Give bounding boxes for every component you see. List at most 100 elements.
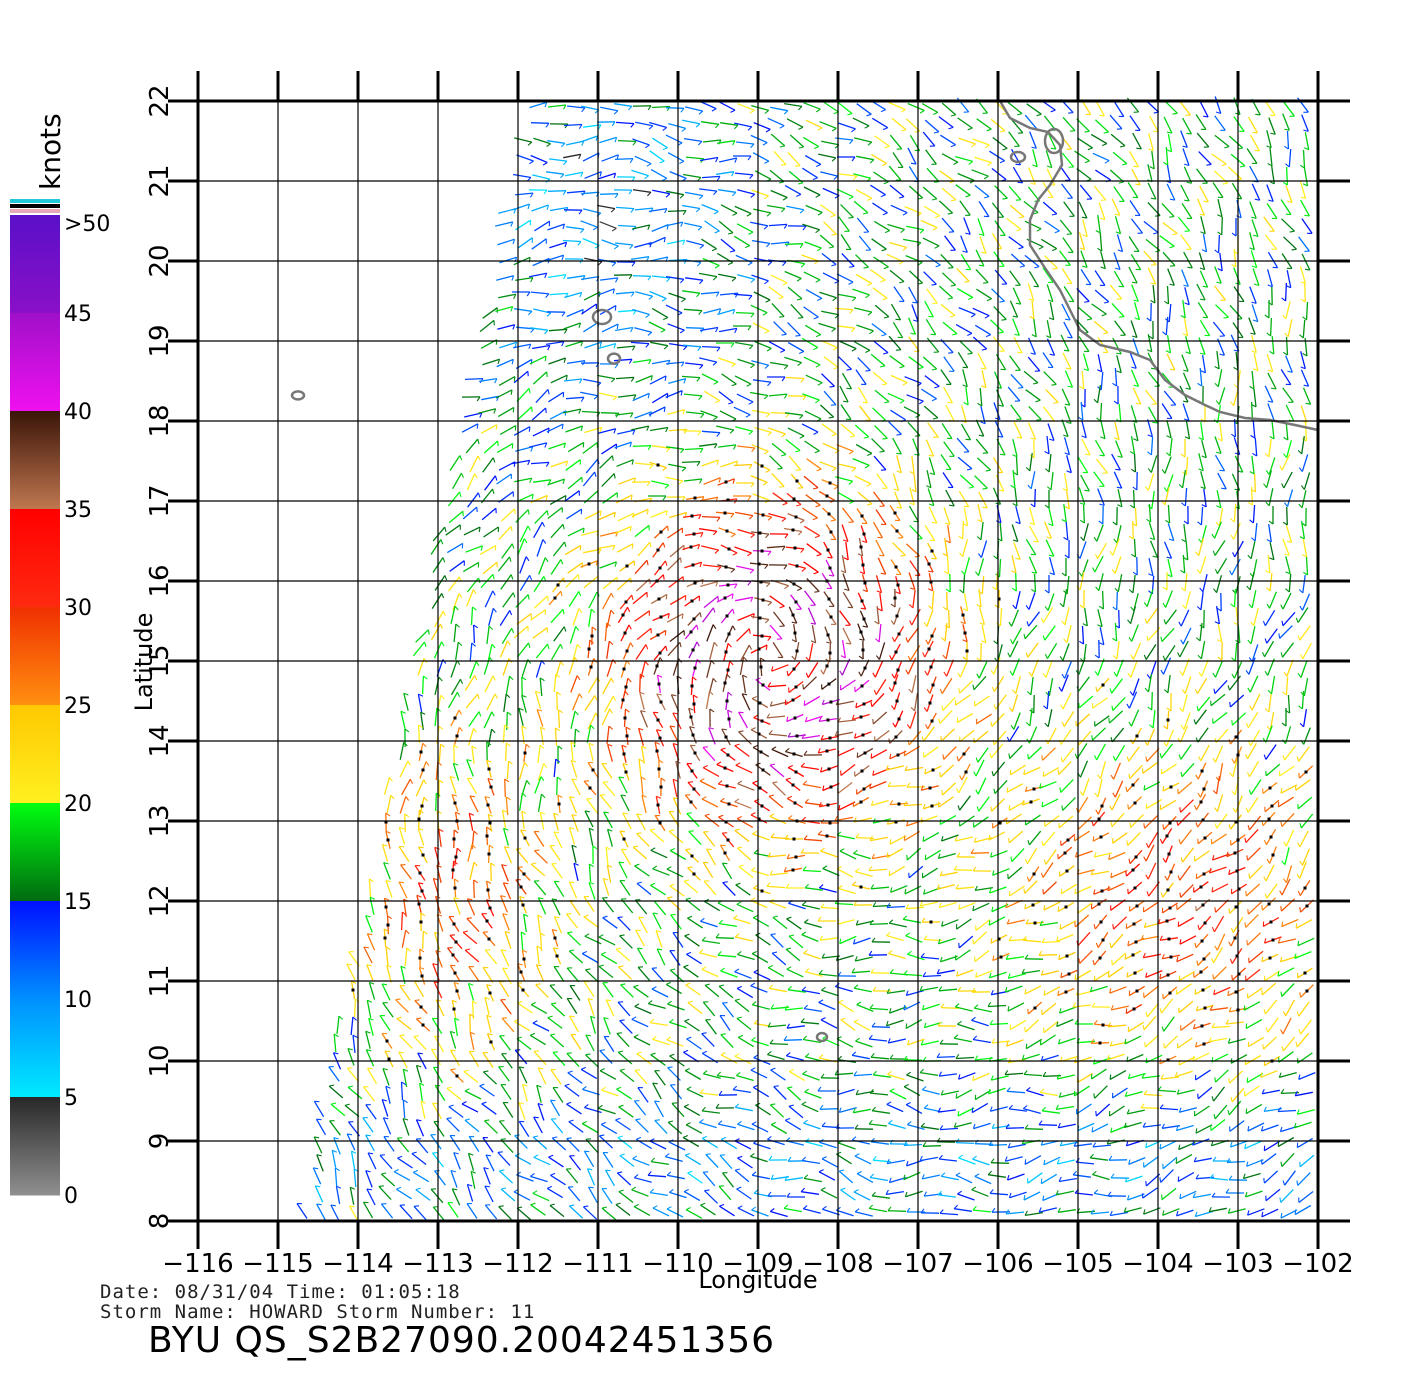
wind-vector: [733, 293, 753, 297]
wind-vector-barb: [1063, 590, 1068, 595]
wind-vector: [699, 443, 717, 447]
wind-vector: [1165, 146, 1169, 166]
wind-vector-barb: [474, 473, 478, 479]
wind-vector: [1251, 590, 1257, 608]
wind-vector-barb: [765, 128, 771, 133]
wind-vector-barb: [1214, 249, 1219, 254]
wind-vector-barb: [503, 882, 509, 885]
wind-vector: [803, 271, 821, 281]
wind-vector-barb: [444, 575, 448, 581]
wind-vector-barb: [1162, 586, 1168, 591]
wind-vector: [1131, 624, 1139, 642]
wind-vector-barb: [821, 699, 825, 705]
wind-vector: [922, 186, 938, 200]
wind-vector: [975, 249, 985, 267]
wind-vector-barb: [530, 328, 535, 333]
wind-vector-barb: [1045, 468, 1050, 473]
wind-vector-barb: [1019, 265, 1025, 268]
wind-vector: [1200, 506, 1204, 526]
wind-vector: [399, 742, 405, 760]
wind-vector-barb: [646, 509, 649, 515]
wind-vector: [990, 319, 1004, 333]
wind-vector: [939, 764, 955, 778]
wind-vector: [537, 745, 541, 763]
wind-vector: [467, 492, 479, 508]
wind-vector-barb: [1267, 400, 1273, 403]
wind-vector-barb: [628, 274, 633, 280]
wind-vector: [473, 879, 475, 899]
wind-vector-barb: [760, 657, 765, 662]
wind-vector: [1233, 522, 1241, 540]
wind-vector: [1023, 200, 1039, 214]
wind-vector: [534, 510, 548, 524]
wind-vector-barb: [1162, 786, 1165, 792]
wind-vector: [943, 507, 951, 525]
wind-vector-barb: [1153, 232, 1159, 235]
wind-vector-barb: [1079, 790, 1084, 796]
wind-vector-barb: [714, 230, 720, 234]
wind-vector: [1011, 694, 1019, 712]
rain-flag-marker: [1100, 804, 1104, 808]
wind-vector: [1111, 198, 1121, 216]
wind-vector-barb: [839, 848, 845, 852]
rain-flag-marker: [863, 751, 867, 755]
wind-vector: [588, 591, 598, 609]
wind-vector: [721, 373, 737, 385]
wind-vector-barb: [660, 777, 666, 782]
wind-vector-barb: [696, 292, 701, 298]
wind-vector-barb: [731, 383, 737, 387]
wind-vector: [1180, 130, 1188, 148]
wind-vector-barb: [1196, 705, 1199, 712]
wind-vector-barb: [1214, 568, 1218, 574]
wind-vector: [841, 524, 849, 542]
wind-vector-barb: [880, 109, 886, 113]
wind-vector-barb: [818, 801, 822, 808]
wind-vector: [887, 223, 905, 231]
wind-vector: [960, 253, 972, 271]
wind-vector: [1048, 453, 1052, 473]
wind-vector-barb: [1027, 484, 1032, 490]
rain-flag-marker: [895, 529, 899, 533]
wind-vector: [518, 708, 524, 726]
wind-vector: [734, 205, 752, 215]
wind-vector: [992, 868, 1010, 876]
rain-flag-marker: [1235, 869, 1239, 873]
wind-vector: [1249, 865, 1263, 879]
wind-vector-barb: [977, 553, 982, 558]
wind-vector: [1047, 132, 1057, 150]
wind-vector: [821, 310, 839, 316]
wind-vector-barb: [390, 794, 395, 800]
wind-vector: [618, 861, 628, 879]
wind-vector: [941, 782, 957, 796]
wind-vector-barb: [798, 146, 804, 149]
rain-flag-marker: [861, 563, 865, 567]
wind-vector-field: [296, 96, 1316, 1223]
wind-vector: [588, 863, 592, 883]
wind-vector-barb: [1286, 540, 1292, 544]
wind-vector: [615, 242, 633, 246]
wind-vector-barb: [527, 525, 531, 531]
wind-vector-barb: [453, 744, 459, 749]
wind-vector-barb: [1009, 639, 1014, 645]
wind-vector: [836, 188, 854, 198]
wind-vector: [637, 541, 651, 557]
wind-vector-barb: [1109, 805, 1113, 811]
wind-vector-barb: [1128, 589, 1134, 594]
wind-vector-barb: [1251, 350, 1257, 354]
wind-vector-barb: [1180, 724, 1185, 730]
wind-vector-barb: [1166, 435, 1172, 439]
wind-vector: [1248, 815, 1262, 831]
wind-vector: [1265, 470, 1273, 488]
wind-vector-barb: [909, 502, 915, 506]
rain-flag-marker: [1134, 855, 1138, 859]
wind-vector: [1042, 267, 1054, 283]
wind-vector: [1266, 628, 1278, 644]
wind-vector: [1145, 644, 1157, 660]
wind-vector: [888, 421, 902, 435]
wind-vector-barb: [422, 742, 427, 748]
wind-vector-barb: [954, 836, 958, 842]
wind-vector-barb: [1093, 536, 1098, 542]
wind-vector: [616, 543, 634, 553]
wind-vector: [639, 692, 645, 710]
wind-vector: [875, 679, 887, 695]
